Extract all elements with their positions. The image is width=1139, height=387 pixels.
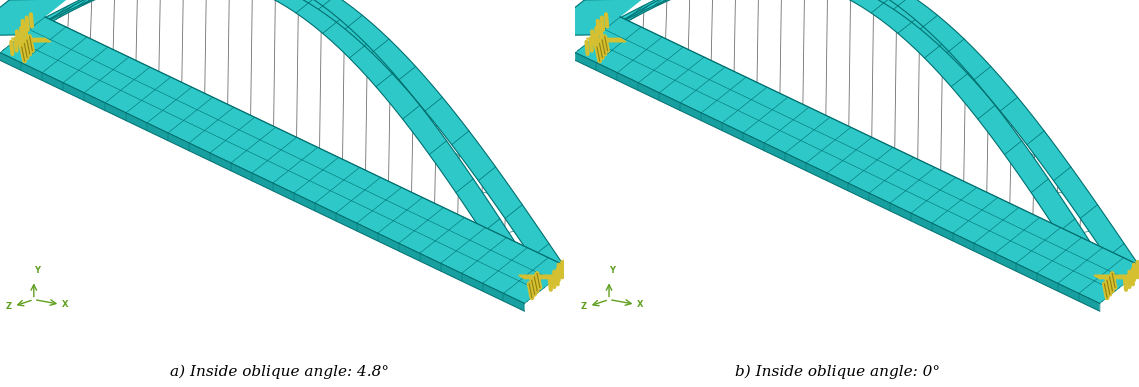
Polygon shape [11,38,51,42]
Text: X: X [62,300,68,309]
Polygon shape [25,0,567,284]
Text: Z: Z [6,302,11,311]
Polygon shape [0,17,570,303]
Polygon shape [0,53,524,311]
Polygon shape [2,0,544,301]
Polygon shape [575,53,1099,311]
Polygon shape [577,0,1120,301]
Polygon shape [1093,275,1133,279]
Polygon shape [587,38,626,42]
Text: Z: Z [581,302,587,311]
Polygon shape [600,0,1139,284]
Polygon shape [575,17,1139,303]
Polygon shape [0,0,67,36]
Text: Y: Y [34,266,40,275]
Polygon shape [540,0,642,36]
Text: X: X [637,300,644,309]
Text: a) Inside oblique angle: 4.8°: a) Inside oblique angle: 4.8° [170,365,388,379]
Text: Y: Y [609,266,615,275]
Text: b) Inside oblique angle: 0°: b) Inside oblique angle: 0° [735,365,940,379]
Polygon shape [518,275,558,279]
